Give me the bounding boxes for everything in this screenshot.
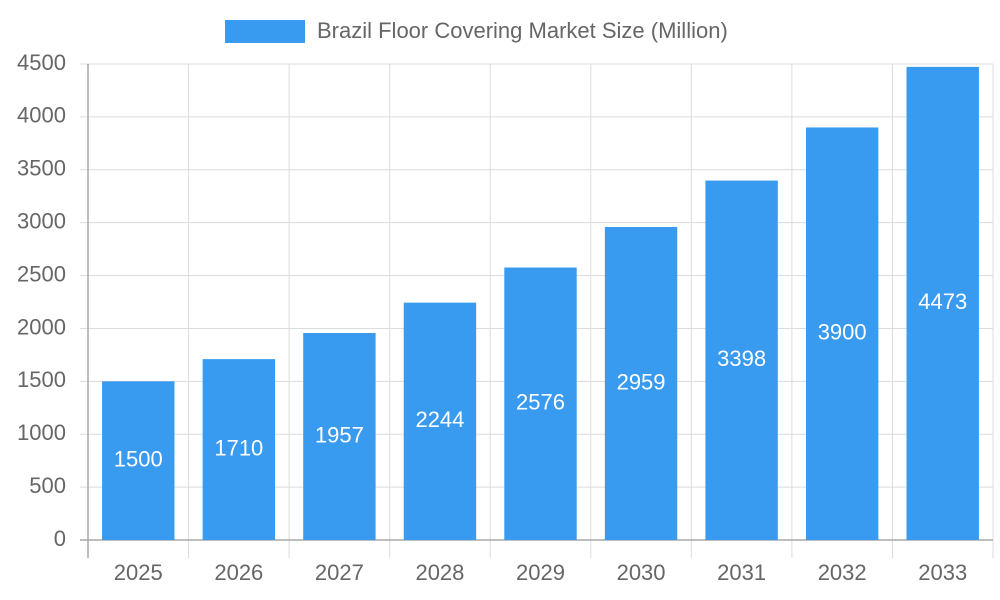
y-tick-label: 2000: [17, 314, 66, 339]
y-tick-label: 4000: [17, 103, 66, 128]
bar: [202, 359, 276, 540]
x-tick-label: 2029: [516, 560, 565, 585]
x-tick-label: 2033: [918, 560, 967, 585]
data-label: 2576: [516, 390, 565, 415]
legend-swatch: [225, 20, 305, 43]
y-tick-label: 3500: [17, 156, 66, 181]
x-tick-label: 2032: [818, 560, 867, 585]
x-tick-label: 2026: [214, 560, 263, 585]
data-label: 3900: [818, 320, 867, 345]
bar: [805, 127, 879, 540]
bar: [604, 227, 678, 541]
x-tick-label: 2030: [617, 560, 666, 585]
y-tick-label: 2500: [17, 261, 66, 286]
x-tick-label: 2025: [114, 560, 163, 585]
data-label: 4473: [918, 289, 967, 314]
x-tick-label: 2027: [315, 560, 364, 585]
data-label: 2244: [415, 407, 464, 432]
y-tick-label: 4500: [17, 50, 66, 75]
bar: [504, 267, 577, 540]
y-tick-label: 1000: [17, 420, 66, 445]
data-label: 2959: [617, 369, 666, 394]
bar: [102, 381, 175, 540]
y-tick-label: 3000: [17, 208, 66, 233]
data-label: 3398: [717, 346, 766, 371]
bar: [303, 332, 376, 540]
x-tick-label: 2031: [717, 560, 766, 585]
data-label: 1500: [114, 446, 163, 471]
bar: [705, 180, 778, 540]
legend-label: Brazil Floor Covering Market Size (Milli…: [317, 18, 728, 43]
bar: [403, 302, 477, 540]
y-tick-label: 500: [29, 473, 66, 498]
legend: Brazil Floor Covering Market Size (Milli…: [225, 18, 728, 43]
data-label: 1710: [214, 435, 263, 460]
bar: [906, 66, 979, 540]
data-label: 1957: [315, 422, 364, 447]
y-tick-label: 1500: [17, 367, 66, 392]
y-tick-label: 0: [54, 526, 66, 551]
x-tick-label: 2028: [415, 560, 464, 585]
